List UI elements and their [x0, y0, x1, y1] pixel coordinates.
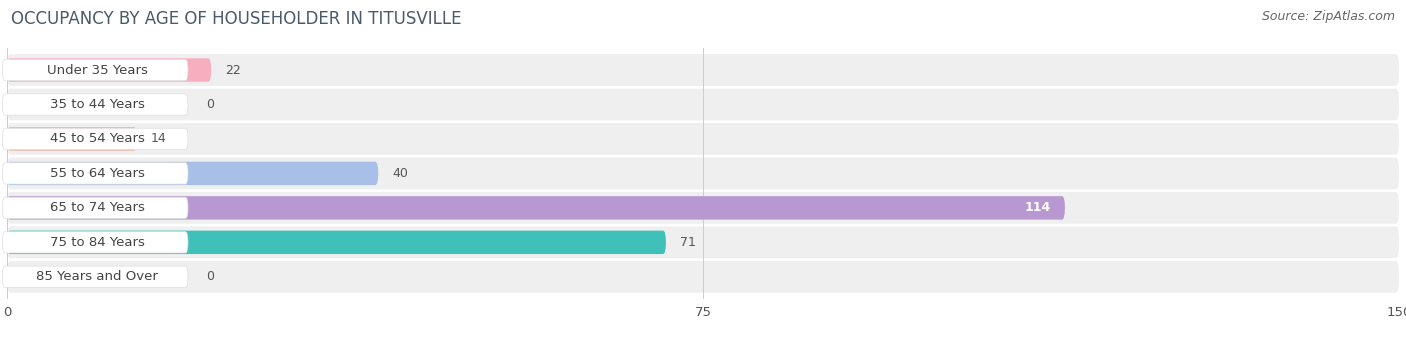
FancyBboxPatch shape — [7, 261, 1399, 293]
FancyBboxPatch shape — [3, 94, 188, 115]
FancyBboxPatch shape — [7, 196, 1064, 220]
FancyBboxPatch shape — [7, 58, 211, 82]
FancyBboxPatch shape — [3, 197, 188, 219]
Text: 22: 22 — [225, 64, 240, 76]
FancyBboxPatch shape — [7, 162, 378, 185]
Text: 85 Years and Over: 85 Years and Over — [37, 270, 157, 283]
FancyBboxPatch shape — [7, 226, 1399, 258]
FancyBboxPatch shape — [3, 128, 188, 150]
Text: Under 35 Years: Under 35 Years — [46, 64, 148, 76]
FancyBboxPatch shape — [7, 231, 666, 254]
FancyBboxPatch shape — [3, 163, 188, 184]
FancyBboxPatch shape — [7, 123, 1399, 155]
Text: 40: 40 — [392, 167, 408, 180]
Text: 55 to 64 Years: 55 to 64 Years — [49, 167, 145, 180]
Text: 14: 14 — [150, 133, 167, 146]
Text: 45 to 54 Years: 45 to 54 Years — [49, 133, 145, 146]
FancyBboxPatch shape — [7, 192, 1399, 224]
Text: 65 to 74 Years: 65 to 74 Years — [49, 201, 145, 214]
FancyBboxPatch shape — [7, 89, 1399, 120]
FancyBboxPatch shape — [3, 232, 188, 253]
Text: Source: ZipAtlas.com: Source: ZipAtlas.com — [1261, 10, 1395, 23]
FancyBboxPatch shape — [7, 127, 136, 151]
Text: 71: 71 — [681, 236, 696, 249]
FancyBboxPatch shape — [7, 157, 1399, 189]
FancyBboxPatch shape — [7, 54, 1399, 86]
Text: 0: 0 — [207, 98, 215, 111]
FancyBboxPatch shape — [3, 266, 188, 288]
Text: 114: 114 — [1025, 201, 1050, 214]
Text: 75 to 84 Years: 75 to 84 Years — [49, 236, 145, 249]
Text: 35 to 44 Years: 35 to 44 Years — [49, 98, 145, 111]
Text: OCCUPANCY BY AGE OF HOUSEHOLDER IN TITUSVILLE: OCCUPANCY BY AGE OF HOUSEHOLDER IN TITUS… — [11, 10, 461, 28]
FancyBboxPatch shape — [3, 59, 188, 81]
Text: 0: 0 — [207, 270, 215, 283]
